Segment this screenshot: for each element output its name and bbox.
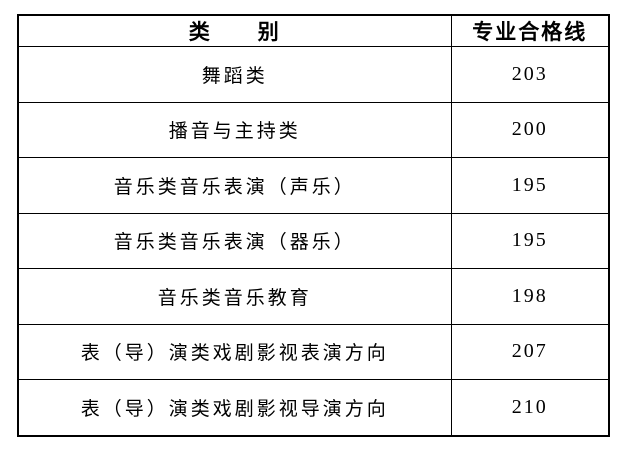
table-header-row: 类 别 专业合格线 [17, 14, 610, 47]
table-row: 音乐类音乐教育 198 [17, 268, 610, 325]
score-table: 类 别 专业合格线 舞蹈类 203 播音与主持类 200 音乐类音乐表演（声乐）… [17, 14, 610, 437]
table-row: 舞蹈类 203 [17, 46, 610, 103]
score-cell: 198 [450, 268, 610, 325]
category-cell: 舞蹈类 [17, 46, 452, 103]
header-category: 类 别 [17, 14, 452, 47]
score-cell: 195 [450, 212, 610, 269]
score-cell: 200 [450, 101, 610, 158]
score-cell: 195 [450, 157, 610, 214]
score-cell: 207 [450, 323, 610, 380]
category-cell: 音乐类音乐教育 [17, 268, 452, 325]
score-cell: 203 [450, 46, 610, 103]
header-score-line: 专业合格线 [450, 14, 610, 47]
category-cell: 表（导）演类戏剧影视导演方向 [17, 379, 452, 437]
category-cell: 音乐类音乐表演（声乐） [17, 157, 452, 214]
category-cell: 播音与主持类 [17, 101, 452, 158]
table-row: 表（导）演类戏剧影视表演方向 207 [17, 323, 610, 380]
table-row: 表（导）演类戏剧影视导演方向 210 [17, 379, 610, 437]
score-cell: 210 [450, 379, 610, 437]
table-row: 音乐类音乐表演（声乐） 195 [17, 157, 610, 214]
category-cell: 音乐类音乐表演（器乐） [17, 212, 452, 269]
category-cell: 表（导）演类戏剧影视表演方向 [17, 323, 452, 380]
table-row: 音乐类音乐表演（器乐） 195 [17, 212, 610, 269]
table-row: 播音与主持类 200 [17, 101, 610, 158]
